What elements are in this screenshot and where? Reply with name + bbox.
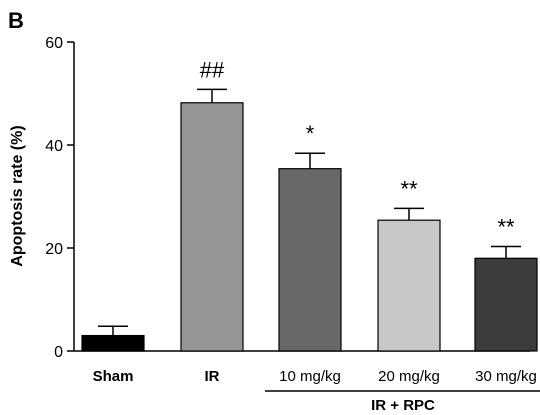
significance-label-3: ** <box>400 176 418 201</box>
y-ticks: 0 20 40 60 <box>45 35 74 361</box>
y-tick-label-3: 60 <box>45 35 63 52</box>
category-label-1: IR <box>205 368 220 385</box>
significance-label-4: ** <box>497 214 515 239</box>
y-tick-label-2: 40 <box>45 138 63 155</box>
y-tick-label-0: 0 <box>54 344 63 361</box>
significance-label-2: * <box>306 121 315 146</box>
category-label-2: 10 mg/kg <box>279 368 341 385</box>
bar-0 <box>81 334 145 352</box>
significance-label-1: ## <box>200 57 225 82</box>
y-axis-title: Apoptosis rate (%) <box>9 125 26 266</box>
group-label: IR + RPC <box>371 397 435 414</box>
bars-group <box>81 102 538 352</box>
category-label-0: Sham <box>93 368 134 385</box>
significance-labels: ##***** <box>200 57 515 239</box>
bar-1 <box>180 102 244 352</box>
category-label-3: 20 mg/kg <box>378 368 440 385</box>
category-labels: Sham IR 10 mg/kg 20 mg/kg 30 mg/kg <box>93 368 537 385</box>
bar-3 <box>377 219 441 352</box>
category-label-4: 30 mg/kg <box>475 368 537 385</box>
bar-2 <box>278 168 342 352</box>
panel-label: B <box>8 8 24 33</box>
bar-4 <box>474 257 538 352</box>
error-bars-group <box>98 88 521 336</box>
y-tick-label-1: 20 <box>45 241 63 258</box>
